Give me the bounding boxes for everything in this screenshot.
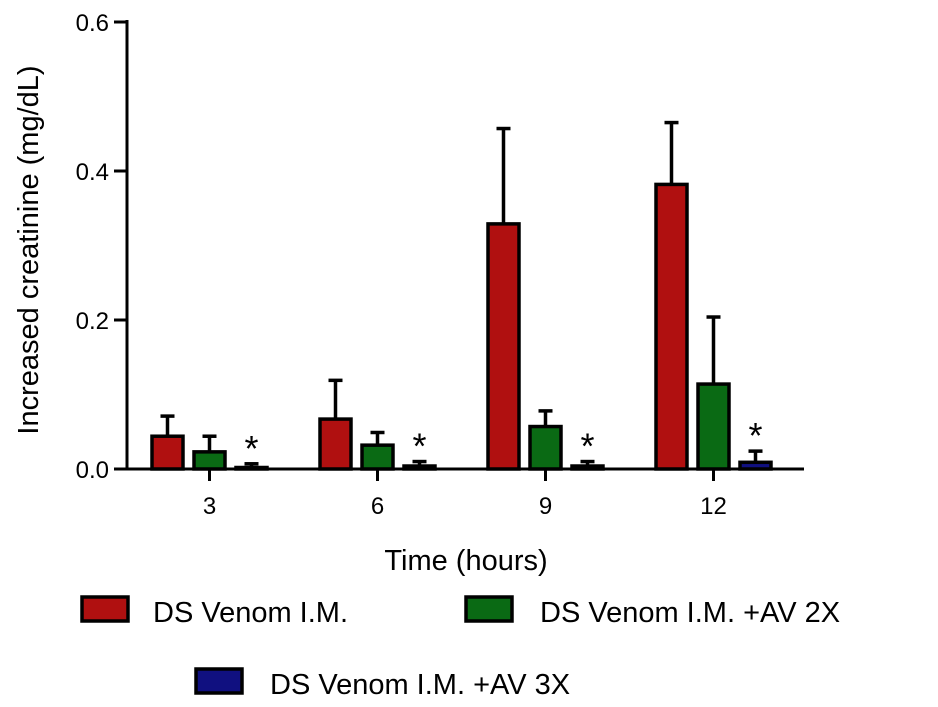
legend-label-2: DS Venom I.M. +AV 2X: [540, 597, 840, 629]
x-axis-title: Time (hours): [384, 545, 547, 577]
y-tick-label: 0.2: [76, 308, 109, 335]
bar-series1-12: [654, 182, 689, 471]
bar-series2-6: [360, 443, 395, 471]
bar-series2-3: [192, 450, 227, 471]
bar-series1-9: [486, 222, 521, 471]
legend-swatch-1: [80, 595, 130, 623]
significance-star-12: *: [748, 415, 762, 456]
significance-star-3: *: [244, 428, 258, 469]
legend-label-3: DS Venom I.M. +AV 3X: [270, 669, 570, 701]
bar-series2-9: [528, 424, 563, 471]
x-tick-label: 6: [371, 493, 384, 520]
legend-label-1: DS Venom I.M.: [153, 597, 348, 629]
x-tick-label: 12: [700, 493, 727, 520]
x-tick-label: 3: [203, 493, 216, 520]
legend-swatch-3: [194, 667, 244, 695]
bar-series1-6: [318, 417, 353, 471]
y-tick-label: 0.4: [76, 159, 109, 186]
y-tick-label: 0.6: [76, 10, 109, 37]
x-tick-label: 9: [539, 493, 552, 520]
y-tick-label: 0.0: [76, 457, 109, 484]
bar-series2-12: [696, 382, 731, 471]
legend-swatch-2: [464, 595, 514, 623]
significance-star-9: *: [580, 426, 594, 467]
significance-star-6: *: [412, 426, 426, 467]
bar-series1-3: [150, 434, 185, 471]
y-axis-title: Increased creatinine (mg/dL): [13, 65, 45, 434]
